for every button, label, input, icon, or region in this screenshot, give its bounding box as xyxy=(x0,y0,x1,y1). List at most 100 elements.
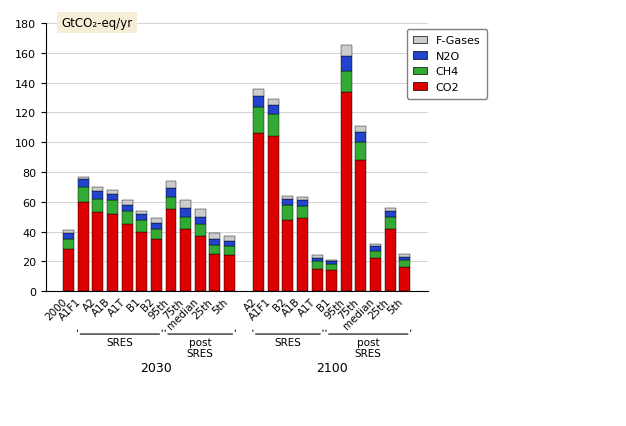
Bar xyxy=(341,57,352,72)
Bar xyxy=(370,251,381,259)
Bar xyxy=(136,214,147,220)
Bar xyxy=(121,201,133,205)
Bar xyxy=(356,127,366,132)
Bar xyxy=(326,271,337,291)
Bar xyxy=(165,198,177,210)
Bar xyxy=(326,265,337,271)
Bar xyxy=(341,92,352,291)
Bar xyxy=(224,236,235,241)
Bar xyxy=(78,180,89,187)
Bar xyxy=(385,208,396,211)
Bar xyxy=(195,225,206,236)
Bar xyxy=(121,225,133,291)
Bar xyxy=(121,205,133,211)
Bar xyxy=(93,187,103,192)
Bar xyxy=(78,187,89,202)
Bar xyxy=(326,262,337,265)
Bar xyxy=(268,137,279,291)
Bar xyxy=(136,232,147,291)
Bar xyxy=(253,134,264,291)
Bar xyxy=(209,239,220,245)
Bar xyxy=(78,202,89,291)
Bar xyxy=(209,254,220,291)
Bar xyxy=(151,223,162,229)
Bar xyxy=(180,208,191,217)
Bar xyxy=(78,177,89,180)
Bar xyxy=(399,257,410,260)
Bar xyxy=(253,97,264,107)
Bar xyxy=(282,196,294,199)
Bar xyxy=(180,201,191,208)
Bar xyxy=(370,244,381,247)
Text: GtCO₂-eq/yr: GtCO₂-eq/yr xyxy=(61,17,133,30)
Bar xyxy=(93,199,103,213)
Bar xyxy=(136,220,147,232)
Bar xyxy=(282,199,294,205)
Text: SRES: SRES xyxy=(106,337,133,347)
Bar xyxy=(107,214,118,291)
Bar xyxy=(356,161,366,291)
Bar xyxy=(93,213,103,291)
Bar xyxy=(180,229,191,291)
Text: 2030: 2030 xyxy=(140,361,172,374)
Bar xyxy=(297,201,308,207)
Bar xyxy=(63,233,74,239)
Text: SRES: SRES xyxy=(274,337,301,347)
Bar xyxy=(63,239,74,250)
Text: post
SRES: post SRES xyxy=(187,337,213,359)
Bar xyxy=(312,256,322,259)
Bar xyxy=(195,217,206,225)
Bar xyxy=(370,247,381,251)
Bar xyxy=(356,132,366,143)
Bar xyxy=(341,46,352,57)
Bar xyxy=(209,245,220,254)
Bar xyxy=(209,233,220,239)
Bar xyxy=(268,106,279,115)
Bar xyxy=(297,198,308,201)
Bar xyxy=(93,192,103,199)
Bar xyxy=(282,205,294,220)
Bar xyxy=(399,254,410,257)
Bar xyxy=(63,250,74,291)
Bar xyxy=(385,211,396,217)
Bar xyxy=(107,201,118,214)
Bar xyxy=(180,217,191,229)
Bar xyxy=(195,236,206,291)
Bar xyxy=(399,268,410,291)
Legend: F-Gases, N2O, CH4, CO2: F-Gases, N2O, CH4, CO2 xyxy=(407,30,487,99)
Bar xyxy=(121,211,133,225)
Bar xyxy=(165,210,177,291)
Bar xyxy=(253,107,264,134)
Bar xyxy=(297,219,308,291)
Bar xyxy=(385,217,396,229)
Bar xyxy=(165,189,177,198)
Bar xyxy=(151,219,162,223)
Bar xyxy=(253,89,264,97)
Bar xyxy=(151,229,162,239)
Bar xyxy=(297,207,308,219)
Bar xyxy=(341,72,352,92)
Bar xyxy=(312,269,322,291)
Bar xyxy=(151,239,162,291)
Bar xyxy=(63,230,74,233)
Text: 2100: 2100 xyxy=(316,361,347,374)
Bar xyxy=(268,115,279,137)
Bar xyxy=(224,247,235,256)
Bar xyxy=(282,220,294,291)
Bar xyxy=(268,100,279,106)
Bar xyxy=(224,256,235,291)
Bar xyxy=(224,241,235,247)
Bar xyxy=(370,259,381,291)
Bar xyxy=(312,262,322,269)
Bar xyxy=(356,143,366,161)
Bar xyxy=(165,181,177,189)
Bar xyxy=(136,211,147,214)
Bar xyxy=(312,259,322,262)
Bar xyxy=(107,195,118,201)
Bar xyxy=(385,229,396,291)
Bar xyxy=(326,260,337,262)
Bar xyxy=(195,210,206,217)
Text: post
SRES: post SRES xyxy=(355,337,382,359)
Bar xyxy=(399,260,410,268)
Bar xyxy=(107,190,118,195)
